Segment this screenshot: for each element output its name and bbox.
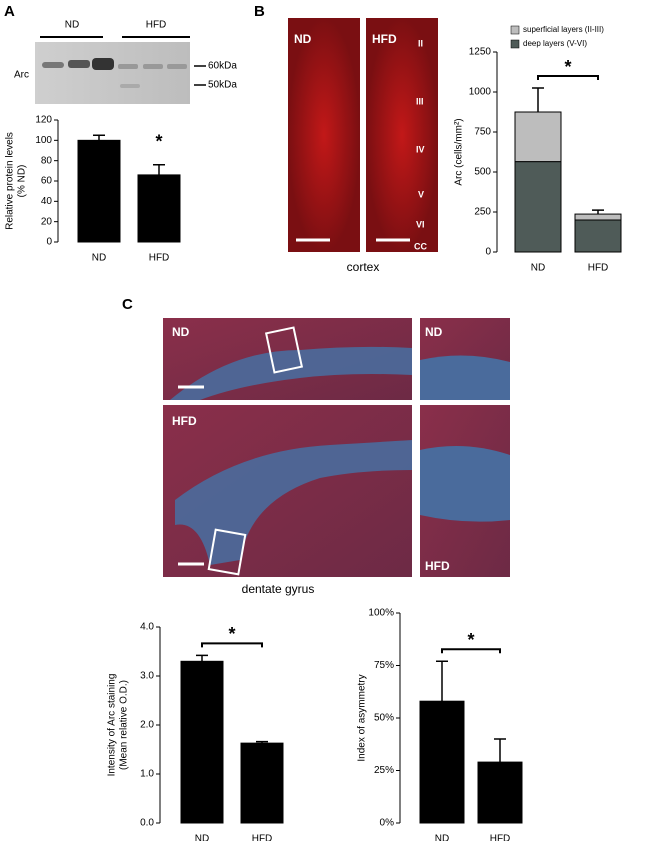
bar <box>419 700 465 824</box>
error-bar <box>494 738 506 763</box>
x-tick-label: ND <box>195 834 209 841</box>
y-axis-label: Relative protein levels <box>5 132 16 230</box>
protein-label: Arc <box>14 70 29 81</box>
layer-label: III <box>416 96 424 106</box>
error-bar <box>532 87 544 112</box>
annotation: * <box>228 624 235 644</box>
y-tick-label: 120 <box>35 115 52 126</box>
y-tick-label: 3.0 <box>140 671 154 682</box>
caption: dentate gyrus <box>242 582 315 596</box>
group-label: ND <box>294 32 312 46</box>
y-tick-label: 100 <box>35 135 52 146</box>
y-tick-label: 4.0 <box>140 622 154 633</box>
layer-label: VI <box>416 219 425 229</box>
y-tick-label: 60 <box>41 176 53 187</box>
y-tick-label: 80 <box>41 155 53 166</box>
bar <box>514 111 562 163</box>
y-tick-label: 750 <box>474 127 491 138</box>
legend-label: deep layers (V-VI) <box>523 39 587 48</box>
x-tick-label: ND <box>531 263 545 274</box>
y-tick-label: 75% <box>374 660 394 671</box>
legend-swatch <box>510 39 520 49</box>
y-axis-label: (% ND) <box>17 165 28 198</box>
error-bar <box>196 654 208 662</box>
x-tick-label: HFD <box>588 263 609 274</box>
significance-bracket <box>201 642 263 648</box>
cortex-image <box>288 18 438 252</box>
y-tick-label: 40 <box>41 196 53 207</box>
y-tick-label: 250 <box>474 207 491 218</box>
group-label: ND <box>425 325 443 339</box>
group-label: HFD <box>146 20 167 31</box>
bar <box>574 213 622 221</box>
bar <box>77 139 121 243</box>
layer-label: CC <box>414 241 427 251</box>
error-bar <box>93 134 105 141</box>
bar <box>477 761 523 824</box>
significance-bracket <box>537 75 599 80</box>
panel-label: A <box>4 3 15 20</box>
x-tick-label: ND <box>92 253 106 264</box>
y-tick-label: 0.0 <box>140 818 154 829</box>
error-bar <box>153 163 165 175</box>
y-tick-label: 20 <box>41 216 53 227</box>
error-bar <box>256 740 268 744</box>
y-tick-label: 500 <box>474 167 491 178</box>
layer-label: II <box>418 38 423 48</box>
error-bar <box>592 209 604 215</box>
y-tick-label: 25% <box>374 765 394 776</box>
y-tick-label: 2.0 <box>140 720 154 731</box>
marker-label: 60kDa <box>208 61 237 72</box>
x-tick-label: HFD <box>149 253 170 264</box>
marker-label: 50kDa <box>208 80 237 91</box>
legend-label: superficial layers (II-III) <box>523 25 604 34</box>
group-label: ND <box>65 20 79 31</box>
y-axis-label: (Mean relative O.D.) <box>119 680 130 770</box>
western-blot <box>35 36 206 104</box>
bar <box>574 219 622 253</box>
layer-label: IV <box>416 144 425 154</box>
y-tick-label: 100% <box>368 608 394 619</box>
bar <box>180 660 224 824</box>
y-axis-label: Index of asymmetry <box>357 674 368 761</box>
annotation: * <box>564 57 571 77</box>
y-tick-label: 0% <box>380 818 395 829</box>
legend-swatch <box>510 25 520 35</box>
y-tick-label: 50% <box>374 713 394 724</box>
bar <box>137 174 181 243</box>
caption: cortex <box>347 260 380 274</box>
bar <box>240 742 284 824</box>
annotation: * <box>467 630 474 650</box>
group-label: ND <box>172 325 190 339</box>
x-tick-label: ND <box>435 834 449 841</box>
error-bar <box>436 660 448 702</box>
annotation: * <box>155 131 162 151</box>
bar <box>514 161 562 253</box>
significance-bracket <box>441 648 501 654</box>
y-tick-label: 1.0 <box>140 769 154 780</box>
x-tick-label: HFD <box>490 834 511 841</box>
panel-label: C <box>122 296 133 313</box>
x-tick-label: HFD <box>252 834 273 841</box>
y-tick-label: 0 <box>46 237 52 248</box>
y-tick-label: 1000 <box>469 87 492 98</box>
panel-label: B <box>254 3 265 20</box>
dentate-image <box>163 318 510 577</box>
y-tick-label: 1250 <box>469 47 492 58</box>
y-axis-label: Arc (cells/mm²) <box>454 118 465 185</box>
group-label: HFD <box>172 414 197 428</box>
layer-label: V <box>418 189 424 199</box>
group-label: HFD <box>372 32 397 46</box>
y-axis-label: Intensity of Arc staining <box>107 674 118 777</box>
group-label: HFD <box>425 559 450 573</box>
y-tick-label: 0 <box>485 247 491 258</box>
